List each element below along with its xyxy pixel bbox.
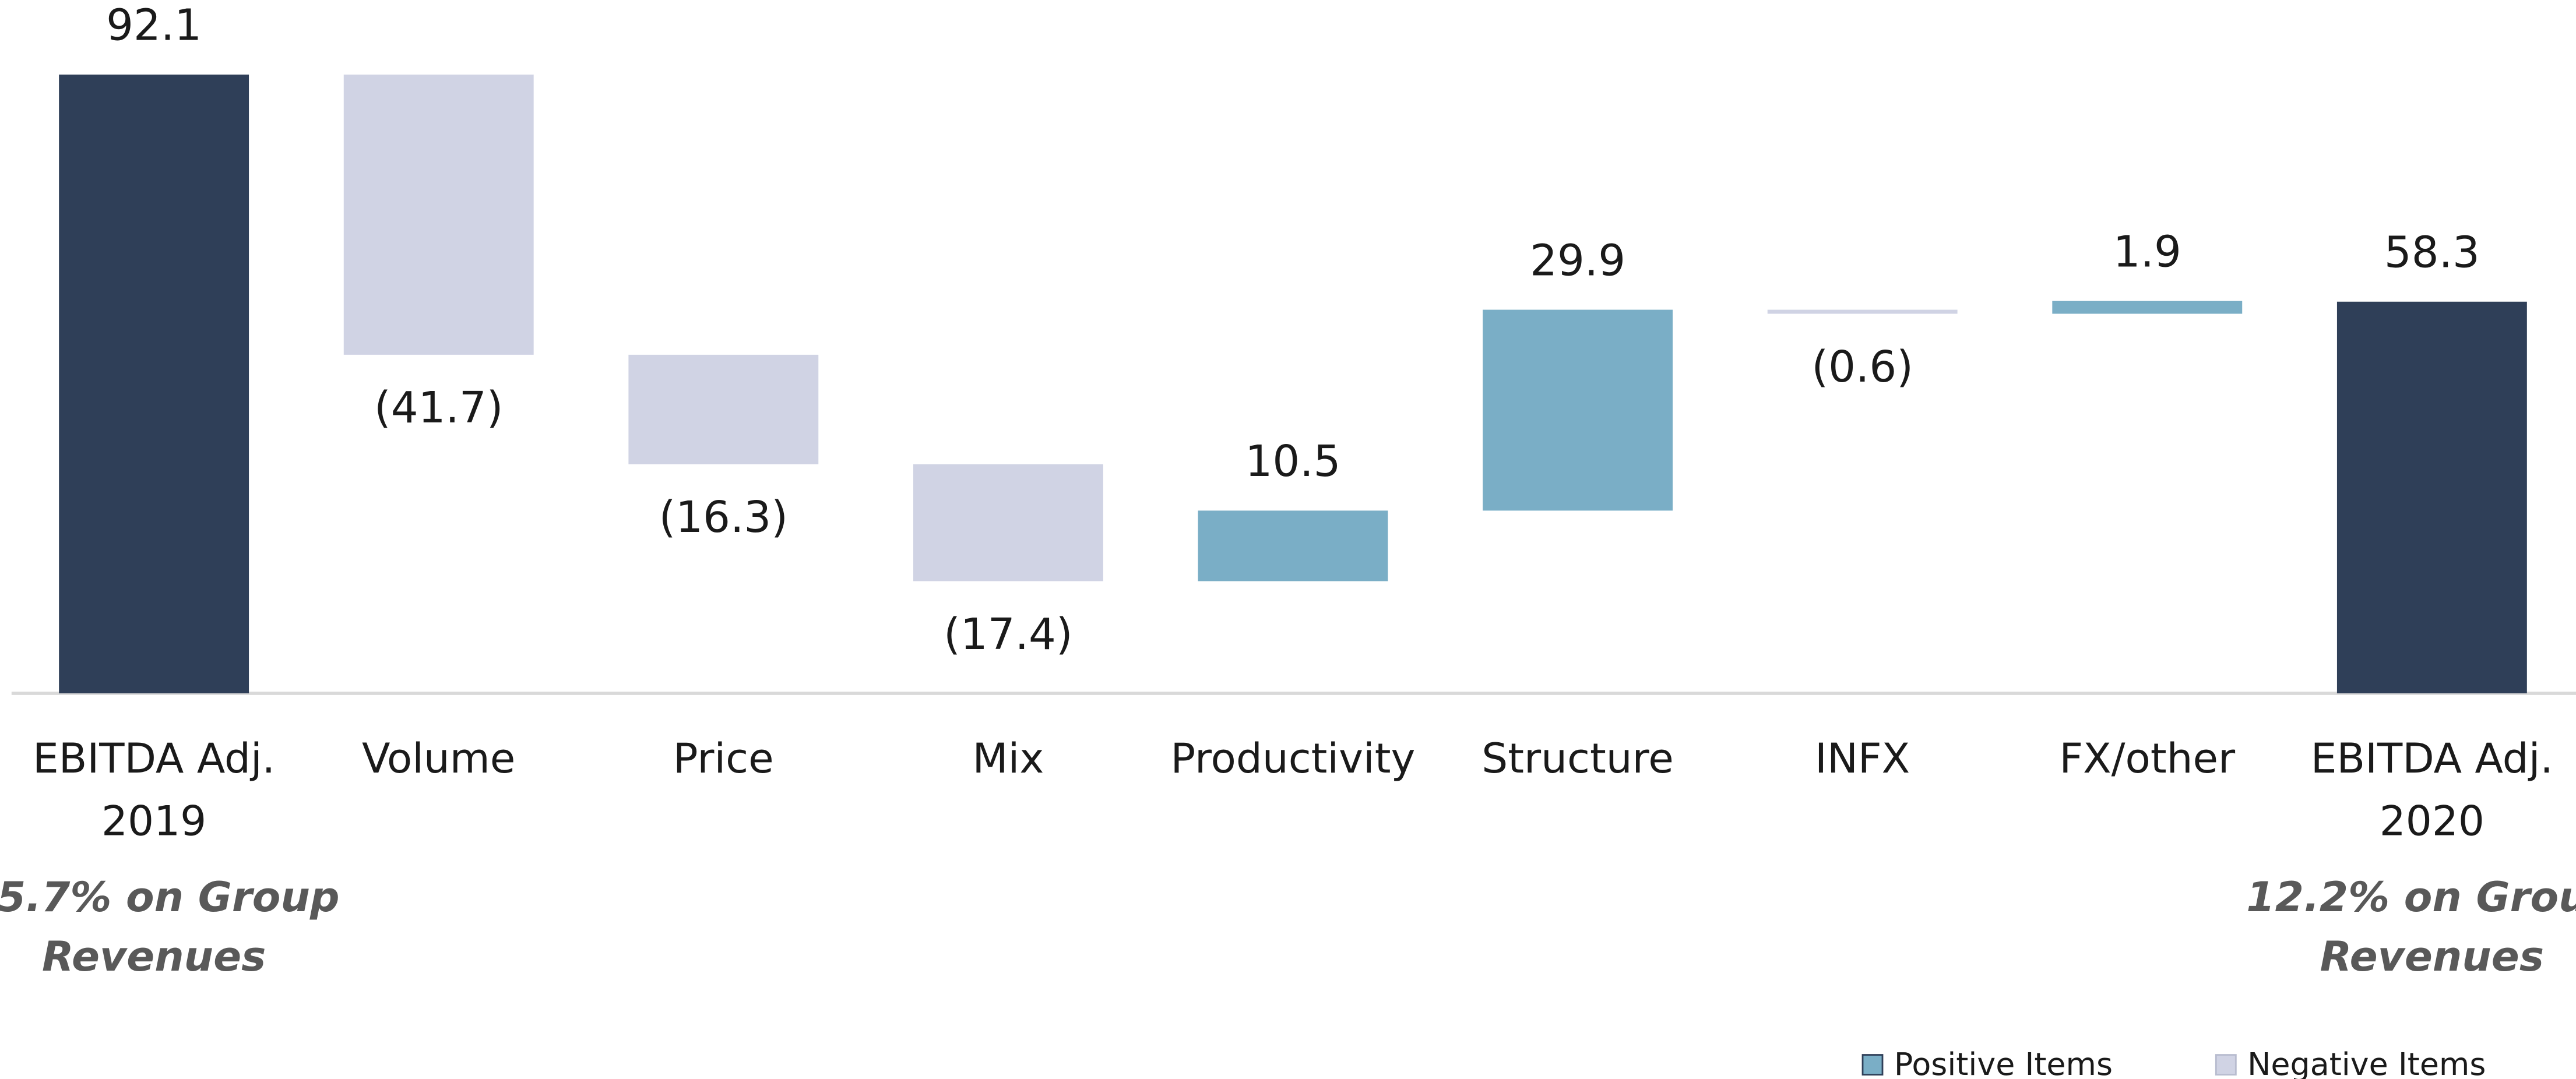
annotation: 15.7% on Group Revenues — [0, 873, 340, 981]
value-label: 29.9 — [1530, 236, 1625, 285]
bar — [2336, 301, 2527, 694]
x-tick-label: INFX — [1815, 734, 1910, 783]
legend-swatch — [1861, 1054, 1884, 1076]
value-label: 58.3 — [2384, 228, 2480, 277]
bar — [343, 75, 534, 355]
x-tick-label-box: Price — [673, 734, 774, 783]
x-tick-label: Structure — [1481, 734, 1674, 783]
bar — [913, 464, 1103, 581]
bar — [59, 75, 249, 694]
legend-label: Positive Items — [1894, 1046, 2113, 1079]
annotation-box: 12.2% on Group Revenues — [2246, 873, 2576, 981]
x-tick-label-box: Mix — [972, 734, 1044, 783]
value-label: (41.7) — [374, 383, 503, 433]
bar — [1483, 309, 1673, 511]
x-tick-label: EBITDA Adj. 2019 — [33, 734, 276, 845]
bar — [1198, 510, 1388, 581]
value-label: (17.4) — [944, 610, 1072, 660]
bar — [628, 354, 819, 464]
annotation-box: 15.7% on Group Revenues — [0, 873, 340, 981]
x-tick-label: FX/other — [2059, 734, 2236, 783]
x-tick-label: Mix — [972, 734, 1044, 783]
x-tick-label: EBITDA Adj. 2020 — [2310, 734, 2553, 845]
x-tick-label-box: Volume — [361, 734, 516, 783]
x-tick-label-box: Productivity — [1170, 734, 1416, 783]
bar — [2052, 301, 2243, 314]
x-tick-label: Productivity — [1170, 734, 1416, 783]
x-tick-label: Volume — [361, 734, 516, 783]
x-tick-label-box: EBITDA Adj. 2020 — [2310, 734, 2553, 845]
x-tick-label-box: INFX — [1815, 734, 1910, 783]
bar — [1767, 309, 1958, 314]
legend-label: Negative Items — [2247, 1046, 2486, 1079]
annotation: 12.2% on Group Revenues — [2246, 873, 2576, 981]
x-tick-label-box: EBITDA Adj. 2019 — [33, 734, 276, 845]
x-tick-label-box: FX/other — [2059, 734, 2236, 783]
x-tick-label: Price — [673, 734, 774, 783]
value-label: 10.5 — [1245, 437, 1340, 486]
legend-swatch — [2215, 1054, 2237, 1076]
x-tick-label-box: Structure — [1481, 734, 1674, 783]
value-label: (16.3) — [659, 493, 788, 542]
value-label: 1.9 — [2113, 227, 2181, 277]
value-label: 92.1 — [106, 1, 202, 51]
value-label: (0.6) — [1811, 343, 1913, 392]
